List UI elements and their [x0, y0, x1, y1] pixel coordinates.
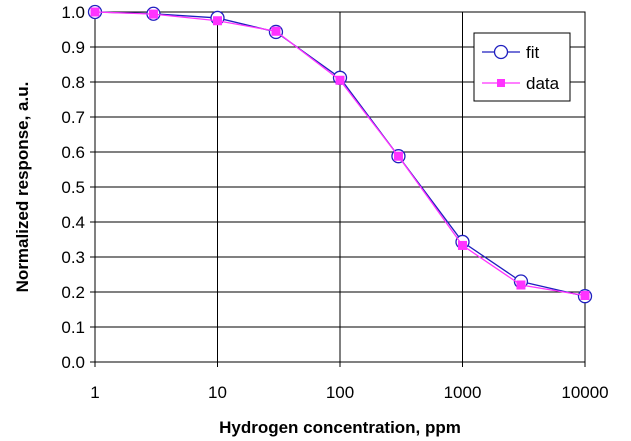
legend-item-data: data [482, 74, 560, 93]
point-data [148, 9, 158, 19]
legend-label-data: data [526, 74, 560, 93]
x-tick-label: 1000 [444, 383, 482, 402]
legend-box [473, 32, 571, 102]
point-data [213, 16, 222, 26]
point-data [516, 280, 526, 290]
x-tick-label: 10000 [561, 383, 608, 402]
series-data [90, 7, 590, 300]
y-tick-label: 0.3 [61, 248, 85, 267]
y-tick-label: 0.9 [61, 38, 85, 57]
y-tick-label: 0.7 [61, 108, 85, 127]
point-data [271, 26, 281, 36]
y-axis-ticks: 0.0 0.1 0.2 0.3 0.4 0.5 0.6 0.7 0.8 0.9 1.0 [61, 3, 95, 372]
y-tick-label: 0.0 [61, 353, 85, 372]
y-tick-label: 0.6 [61, 143, 85, 162]
point-data [580, 291, 590, 300]
y-tick-label: 0.2 [61, 283, 85, 302]
legend-item-fit: fit [482, 43, 540, 62]
y-tick-label: 0.4 [61, 213, 85, 232]
x-axis-title: Hydrogen concentration, ppm [219, 418, 461, 437]
legend-swatch-fit-marker [493, 44, 509, 60]
legend-swatch-data-marker [497, 79, 505, 87]
series-layer [87, 4, 593, 304]
point-data [90, 7, 100, 17]
x-tick-label: 1 [90, 383, 99, 402]
x-axis-ticks: 1 10 100 1000 10000 [90, 362, 609, 402]
y-axis-title: Normalized response, a.u. [13, 82, 32, 293]
legend-label-fit: fit [526, 43, 540, 62]
y-tick-label: 1.0 [61, 3, 85, 22]
y-tick-label: 0.8 [61, 73, 85, 92]
y-tick-label: 0.1 [61, 318, 85, 337]
x-tick-label: 10 [208, 383, 227, 402]
point-data [458, 240, 467, 250]
point-data [335, 75, 345, 85]
x-tick-label: 100 [326, 383, 354, 402]
legend: fit data [473, 32, 571, 102]
y-tick-label: 0.5 [61, 178, 85, 197]
point-data [393, 151, 403, 161]
